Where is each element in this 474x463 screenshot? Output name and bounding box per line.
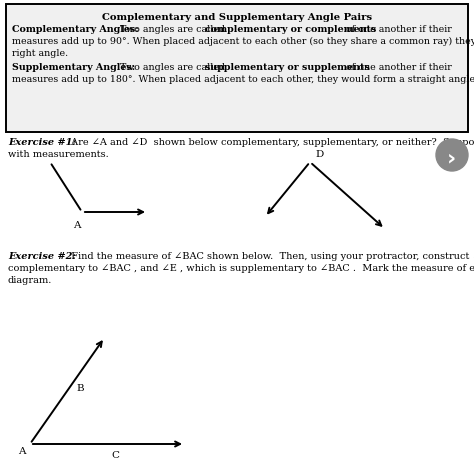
Text: complementary or complements: complementary or complements <box>205 25 376 34</box>
Text: Find the measure of ∠BAC shown below.  Then, using your protractor, construct ∠D: Find the measure of ∠BAC shown below. Th… <box>68 251 474 260</box>
FancyBboxPatch shape <box>6 5 468 133</box>
Text: Two angles are called: Two angles are called <box>114 25 228 34</box>
Text: Complementary and Supplementary Angle Pairs: Complementary and Supplementary Angle Pa… <box>102 13 372 22</box>
Text: of one another if their: of one another if their <box>343 25 452 34</box>
Text: measures add up to 90°. When placed adjacent to each other (so they share a comm: measures add up to 90°. When placed adja… <box>12 37 474 46</box>
Text: C: C <box>111 450 119 459</box>
Text: diagram.: diagram. <box>8 275 52 284</box>
Text: right angle.: right angle. <box>12 49 68 58</box>
Text: Exercise #2:: Exercise #2: <box>8 251 76 260</box>
Text: supplementary or supplements: supplementary or supplements <box>205 63 370 72</box>
Text: with measurements.: with measurements. <box>8 150 109 159</box>
Text: A: A <box>18 446 26 455</box>
Text: Supplementary Angles:: Supplementary Angles: <box>12 63 135 72</box>
Text: Exercise #1:: Exercise #1: <box>8 138 76 147</box>
Text: D: D <box>315 150 323 159</box>
Text: B: B <box>76 383 83 392</box>
Text: of one another if their: of one another if their <box>343 63 452 72</box>
Text: Are ∠A and ∠D  shown below complementary, supplementary, or neither?  Support yo: Are ∠A and ∠D shown below complementary,… <box>68 138 474 147</box>
Text: complementary to ∠BAC , and ∠E , which is supplementary to ∠BAC .  Mark the meas: complementary to ∠BAC , and ∠E , which i… <box>8 263 474 272</box>
Text: Complementary Angles:: Complementary Angles: <box>12 25 139 34</box>
Text: A: A <box>73 220 81 230</box>
Circle shape <box>436 140 468 172</box>
Text: Two angles are called: Two angles are called <box>114 63 228 72</box>
Text: measures add up to 180°. When placed adjacent to each other, they would form a s: measures add up to 180°. When placed adj… <box>12 75 474 84</box>
Text: ›: › <box>447 148 456 168</box>
